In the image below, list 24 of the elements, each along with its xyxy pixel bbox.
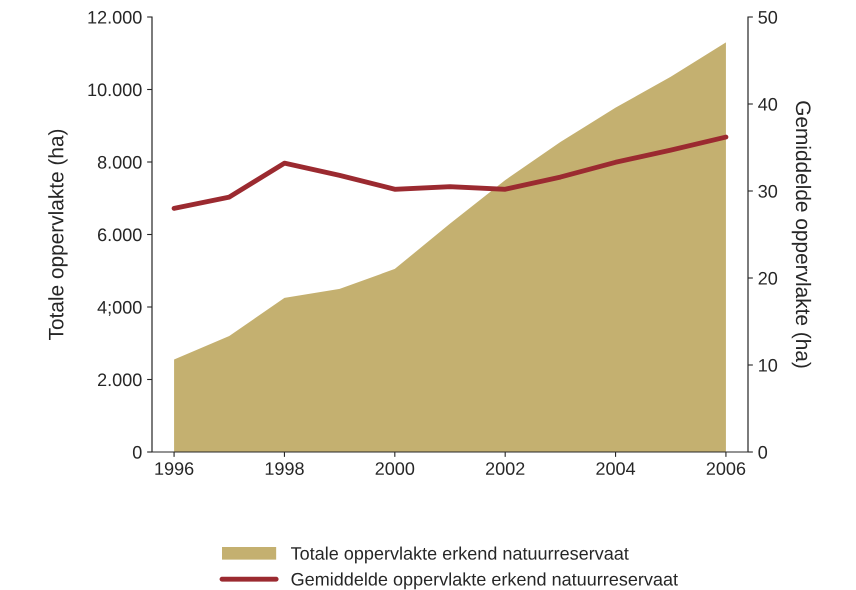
x-tick-label: 2006 <box>706 462 746 475</box>
y2-tick-label: 20 <box>758 272 778 285</box>
y-tick-label: 6.000 <box>98 228 142 242</box>
y2-tick-label: 40 <box>758 98 778 111</box>
x-tick-label: 2002 <box>486 462 524 475</box>
y-tick-label: 12.000 <box>88 10 142 24</box>
legend-label: Gemiddelde oppervlakte erkend natuurreservaat <box>292 572 678 590</box>
x-tick-label: 2000 <box>376 462 414 475</box>
x-tick-label: 1998 <box>266 462 304 475</box>
y-tick-label: 2.000 <box>98 373 142 386</box>
y2-tick-label: 10 <box>759 358 778 372</box>
legend-label: Totale oppervlakte erkend natuurreservaat <box>291 546 629 564</box>
x-tick-label: 2004 <box>596 462 636 475</box>
y-axis-title: Totale oppervlakte (ha) <box>48 130 68 340</box>
y-tick-label: 4;000 <box>98 300 142 316</box>
line-series <box>172 134 728 211</box>
y2-tick-label: 50 <box>758 10 778 24</box>
y2-tick-label: 30 <box>758 184 778 198</box>
y-tick-label: 8.000 <box>98 156 142 169</box>
x-tick-label: 1996 <box>155 462 194 475</box>
y2-tick-label: 0 <box>758 446 768 459</box>
y-tick-label: 0 <box>132 446 142 459</box>
y-tick-label: 10.000 <box>88 83 142 96</box>
y2-axis-title: Gemiddelde oppervlakte (ha) <box>792 101 812 368</box>
